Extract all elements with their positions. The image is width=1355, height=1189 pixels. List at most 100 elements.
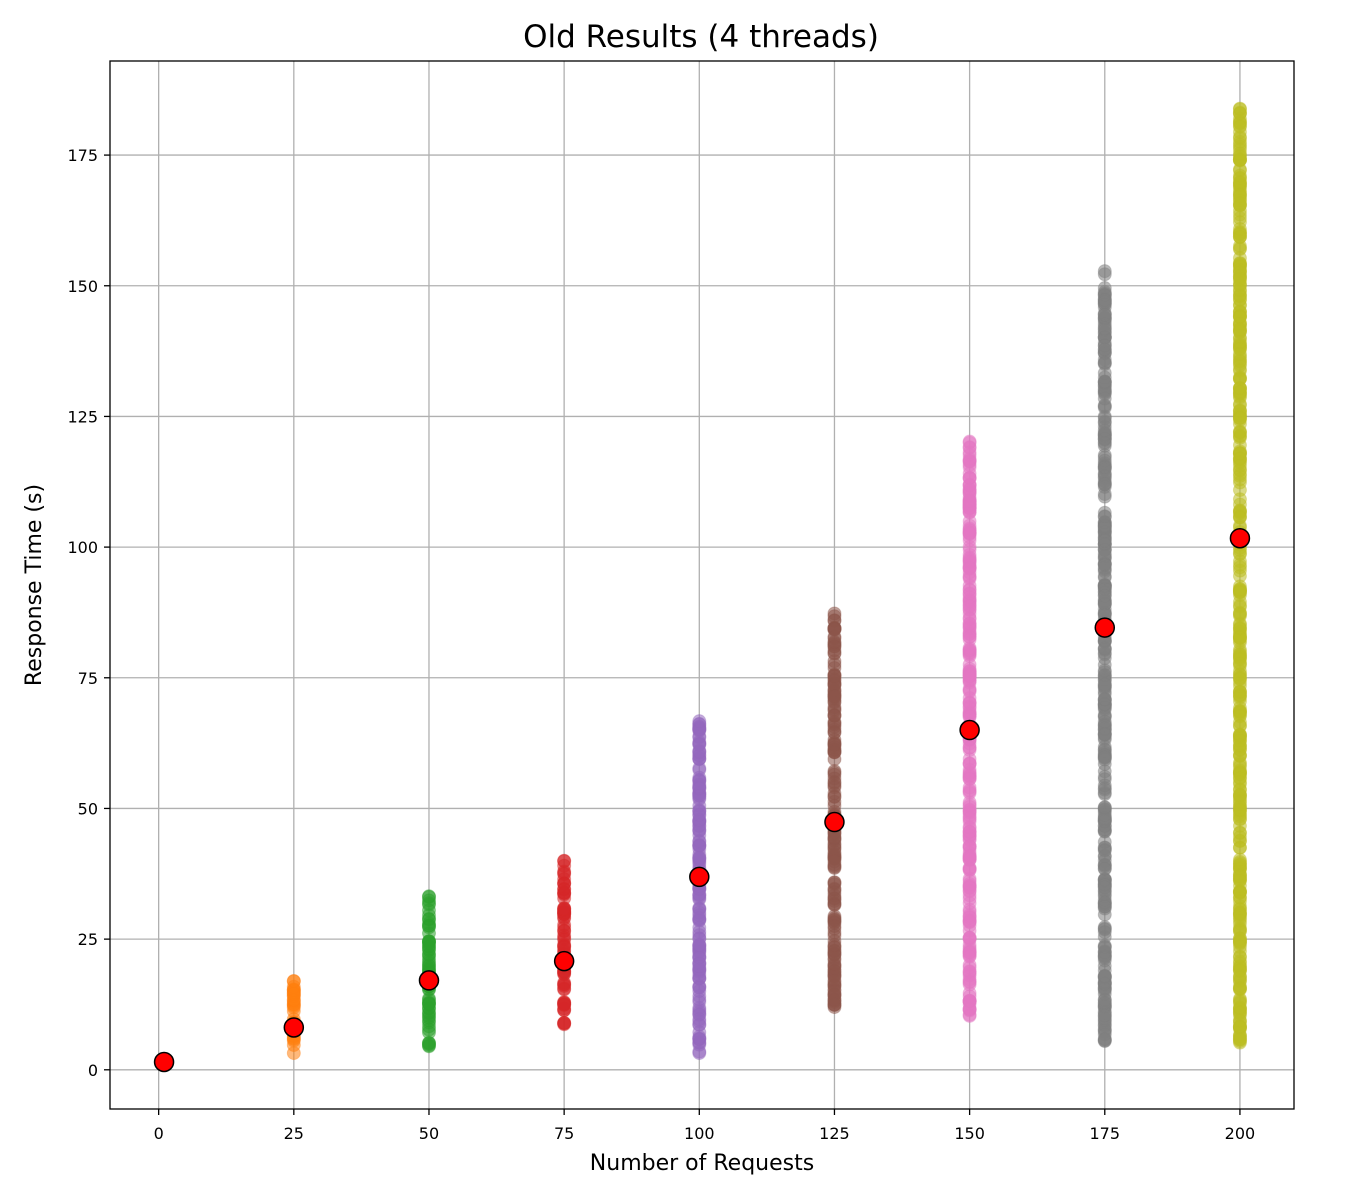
mean-point [1229, 527, 1251, 549]
scatter-point [1097, 899, 1112, 914]
scatter-point [1232, 510, 1247, 525]
scatter-point [1097, 862, 1112, 877]
x-axis-ticks: 0 25 50 75 100 125 150 175 200 [154, 1109, 1255, 1143]
series-100 [692, 714, 707, 1061]
scatter-point [1232, 803, 1247, 818]
scatter-point [286, 1038, 301, 1053]
x-tick-label: 50 [419, 1124, 439, 1143]
scatter-point [1232, 425, 1247, 440]
scatter-point [1232, 335, 1247, 350]
scatter-point [827, 918, 842, 933]
mean-point [553, 950, 575, 972]
scatter-point [1097, 391, 1112, 406]
x-tick-label: 25 [284, 1124, 304, 1143]
scatter-point [692, 839, 707, 854]
scatter-point [692, 779, 707, 794]
scatter-point [962, 797, 977, 812]
series-75 [557, 853, 572, 1032]
scatter-point [1097, 557, 1112, 572]
scatter-point [1097, 307, 1112, 322]
scatter-point [1097, 570, 1112, 585]
scatter-point [1232, 398, 1247, 413]
scatter-point [827, 897, 842, 912]
scatter-point [1232, 560, 1247, 575]
y-axis-label: Response Time (s) [22, 484, 47, 686]
scatter-point [692, 1044, 707, 1059]
scatter-point [1232, 671, 1247, 686]
scatter-point [1232, 347, 1247, 362]
series-150 [962, 434, 977, 1023]
scatter-point [1097, 588, 1112, 603]
scatter-point [1232, 174, 1247, 189]
scatter-point [1232, 939, 1247, 954]
scatter-point [557, 1016, 572, 1031]
x-tick-label: 100 [684, 1124, 715, 1143]
scatter-point [692, 992, 707, 1007]
mean-markers [153, 527, 1251, 1073]
y-tick-label: 100 [67, 538, 98, 557]
scatter-point [962, 671, 977, 686]
scatter-point [1232, 840, 1247, 855]
scatter-point [827, 669, 842, 684]
mean-point [418, 970, 440, 991]
scatter-point [1097, 533, 1112, 548]
scatter-point [1097, 411, 1112, 426]
scatter-point [1232, 385, 1247, 400]
scatter-point [1232, 885, 1247, 900]
scatter-point [421, 953, 436, 968]
scatter-point [827, 646, 842, 661]
series-25 [286, 973, 301, 1061]
scatter-point [1232, 119, 1247, 134]
scatter-point [1097, 365, 1112, 380]
mean-point [283, 1017, 305, 1038]
scatter-point [962, 470, 977, 485]
scatter-point [827, 854, 842, 869]
scatter-point [421, 996, 436, 1011]
scatter-point [1232, 709, 1247, 724]
x-axis-label: Number of Requests [590, 1151, 814, 1176]
scatter-point [421, 889, 436, 904]
scatter-point [421, 903, 436, 918]
scatter-point [1097, 925, 1112, 940]
scatter-point [1232, 656, 1247, 671]
y-tick-label: 150 [67, 277, 98, 296]
scatter-point [692, 851, 707, 866]
scatter-point [1097, 1031, 1112, 1046]
scatter-point [962, 525, 977, 540]
mean-point [1094, 617, 1116, 638]
scatter-point [1232, 146, 1247, 161]
scatter-point [962, 945, 977, 960]
scatter-point [692, 959, 707, 974]
scatter-point [692, 714, 707, 729]
scatter-point [1097, 692, 1112, 707]
scatter-point [1232, 594, 1247, 609]
scatter-point [962, 642, 977, 657]
scatter-point [1097, 750, 1112, 765]
scatter-point [1097, 939, 1112, 954]
scatter-point [1232, 370, 1247, 385]
y-axis-ticks: 0 25 50 75 100 125 150 175 [67, 146, 110, 1080]
scatter-point [692, 937, 707, 952]
scatter-point [827, 875, 842, 890]
y-tick-label: 75 [78, 669, 98, 688]
scatter-point [557, 866, 572, 881]
scatter-point [962, 561, 977, 576]
scatter-point [692, 1029, 707, 1044]
scatter-point [1232, 689, 1247, 704]
scatter-point [1097, 264, 1112, 279]
mean-point [959, 719, 980, 741]
scatter-point [962, 611, 977, 626]
x-tick-label: 0 [154, 1124, 164, 1143]
scatter-point [1097, 726, 1112, 741]
scatter-point [421, 936, 436, 951]
scatter-point [1097, 880, 1112, 895]
y-tick-label: 175 [67, 146, 98, 165]
series-125 [827, 606, 842, 1015]
scatter-point [962, 824, 977, 839]
scatter-point [1232, 775, 1247, 790]
scatter-point [1232, 411, 1247, 426]
scatter-point [1097, 969, 1112, 984]
scatter-point [1097, 677, 1112, 692]
scatter-point [827, 789, 842, 804]
